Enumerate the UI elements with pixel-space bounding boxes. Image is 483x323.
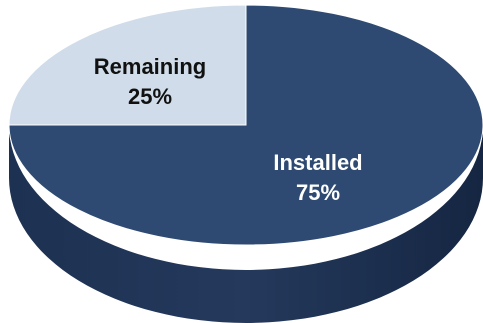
pie-slices bbox=[8, 4, 483, 246]
slice-value-installed: 75% bbox=[296, 180, 340, 205]
pie-slice-remaining bbox=[8, 4, 247, 126]
slice-label-installed: Installed bbox=[273, 150, 362, 175]
pie-slice-installed bbox=[8, 4, 483, 246]
slice-value-remaining: 25% bbox=[128, 84, 172, 109]
slice-label-remaining: Remaining bbox=[94, 54, 206, 79]
pie-side-wall bbox=[9, 125, 483, 323]
